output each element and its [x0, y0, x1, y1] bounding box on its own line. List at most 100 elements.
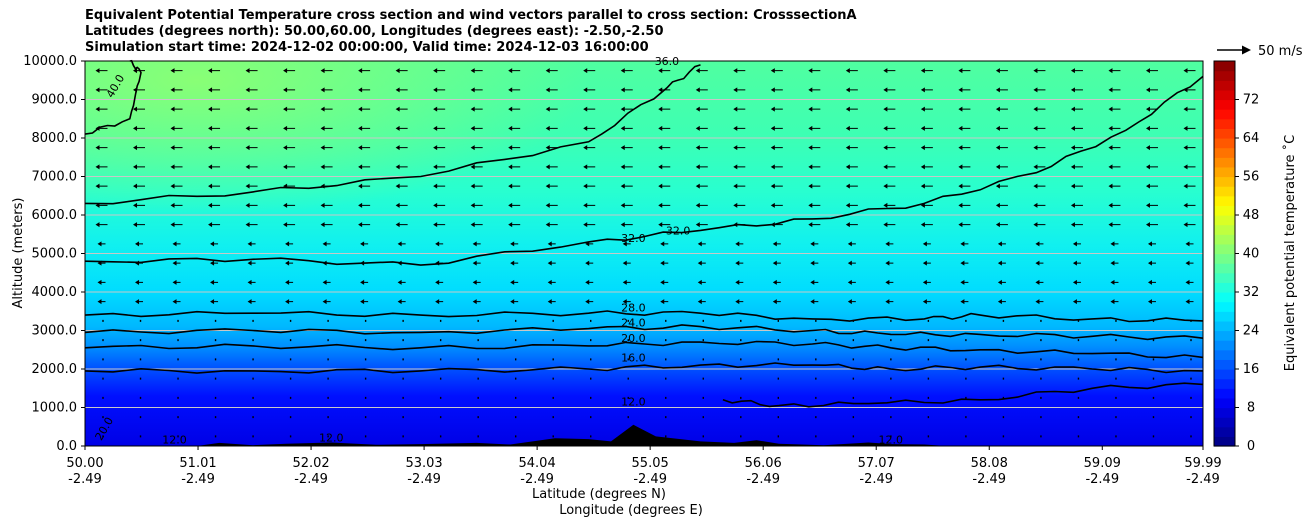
- wind-arrow: [965, 396, 967, 399]
- wind-arrowhead: [545, 68, 550, 74]
- wind-arrowhead: [883, 68, 888, 74]
- wind-arrowhead: [808, 87, 813, 93]
- wind-arrowhead: [622, 299, 627, 305]
- colorbar-band: [1214, 166, 1235, 178]
- wind-arrow: [364, 358, 367, 361]
- wind-arrowhead: [133, 202, 138, 208]
- wind-arrowhead: [1108, 164, 1113, 170]
- wind-arrow: [214, 319, 217, 322]
- wind-arrowhead: [395, 202, 400, 208]
- y-tick-label: 10000.0: [23, 54, 77, 69]
- wind-arrowhead: [547, 279, 552, 285]
- wind-arrowhead: [360, 299, 365, 305]
- x-tick-label-lat: 51.01: [179, 456, 216, 471]
- wind-arrowhead: [545, 164, 550, 170]
- wind-arrowhead: [320, 125, 325, 131]
- wind-arrowhead: [97, 299, 102, 305]
- wind-arrowhead: [472, 260, 477, 266]
- wind-arrowhead: [97, 279, 102, 285]
- wind-arrow: [402, 396, 404, 399]
- wind-arrowhead: [470, 164, 475, 170]
- contour-label: 32.0: [666, 224, 691, 237]
- wind-arrowhead: [660, 299, 665, 305]
- wind-arrowhead: [622, 241, 627, 247]
- colorbar-band: [1214, 263, 1235, 274]
- wind-arrowhead: [170, 145, 175, 151]
- wind-arrowhead: [808, 106, 813, 112]
- wind-arrowhead: [1072, 299, 1077, 305]
- wind-arrowhead: [883, 202, 888, 208]
- wind-arrowhead: [620, 183, 625, 189]
- wind-arrow: [777, 396, 780, 399]
- wind-arrowhead: [620, 106, 625, 112]
- wind-arrowhead: [1033, 125, 1038, 131]
- wind-arrowhead: [247, 299, 252, 305]
- wind-arrow: [552, 435, 554, 438]
- wind-arrowhead: [320, 106, 325, 112]
- wind-arrowhead: [470, 222, 475, 228]
- wind-arrowhead: [1183, 125, 1188, 131]
- wind-arrowhead: [770, 183, 775, 189]
- wind-arrowhead: [208, 222, 213, 228]
- wind-arrowhead: [695, 202, 700, 208]
- wind-arrowhead: [1145, 106, 1150, 112]
- wind-arrow: [477, 396, 479, 399]
- y-tick-label: 5000.0: [32, 247, 78, 262]
- wind-arrow: [1077, 358, 1080, 361]
- wind-arrow: [890, 416, 892, 419]
- colorbar-band: [1214, 426, 1235, 437]
- wind-arrowhead: [97, 241, 102, 247]
- wind-arrowhead: [660, 260, 665, 266]
- wind-arrowhead: [170, 87, 175, 93]
- wind-arrow: [1115, 319, 1117, 322]
- wind-arrow: [252, 396, 254, 399]
- wind-arrowhead: [545, 183, 550, 189]
- chart-title-line-3: Simulation start time: 2024-12-02 00:00:…: [85, 40, 649, 55]
- wind-arrowhead: [95, 183, 100, 189]
- wind-arrowhead: [658, 87, 663, 93]
- wind-arrowhead: [733, 87, 738, 93]
- x-tick-label-lon: -2.49: [746, 472, 780, 487]
- wind-arrowhead: [997, 241, 1002, 247]
- contour-label: 12.0: [319, 431, 344, 444]
- wind-arrowhead: [885, 241, 890, 247]
- wind-arrow: [139, 339, 142, 342]
- wind-arrowhead: [995, 164, 1000, 170]
- x-tick-label-lat: 59.09: [1084, 456, 1121, 471]
- wind-arrow: [1002, 416, 1005, 419]
- wind-arrowhead: [395, 222, 400, 228]
- wind-arrowhead: [1145, 87, 1150, 93]
- wind-arrow: [214, 396, 217, 399]
- wind-arrow: [477, 339, 479, 342]
- wind-arrowhead: [658, 183, 663, 189]
- wind-arrowhead: [958, 87, 963, 93]
- wind-arrowhead: [1183, 68, 1188, 74]
- wind-arrow: [1002, 358, 1005, 361]
- wind-arrowhead: [1183, 164, 1188, 170]
- wind-arrow: [102, 416, 104, 419]
- wind-arrow: [590, 396, 592, 399]
- wind-arrowhead: [133, 106, 138, 112]
- wind-arrowhead: [1070, 222, 1075, 228]
- wind-arrowhead: [845, 202, 850, 208]
- wind-arrow: [102, 339, 104, 342]
- wind-arrowhead: [1145, 183, 1150, 189]
- wind-arrow: [740, 339, 742, 342]
- colorbar-band: [1214, 292, 1235, 303]
- wind-arrowhead: [1033, 222, 1038, 228]
- contour-label: 24.0: [621, 317, 646, 330]
- wind-arrowhead: [620, 145, 625, 151]
- wind-arrow: [1002, 435, 1005, 438]
- wind-arrowhead: [1185, 241, 1190, 247]
- wind-arrow: [552, 358, 554, 361]
- wind-arrow: [139, 396, 142, 399]
- wind-arrow: [627, 396, 629, 399]
- wind-arrow: [102, 435, 104, 438]
- wind-arrow: [815, 319, 817, 322]
- wind-arrowhead: [810, 260, 815, 266]
- wind-arrowhead: [395, 106, 400, 112]
- wind-arrowhead: [583, 222, 588, 228]
- wind-arrow: [927, 435, 930, 438]
- contour-label: 12.0: [162, 434, 187, 447]
- wind-arrowhead: [658, 145, 663, 151]
